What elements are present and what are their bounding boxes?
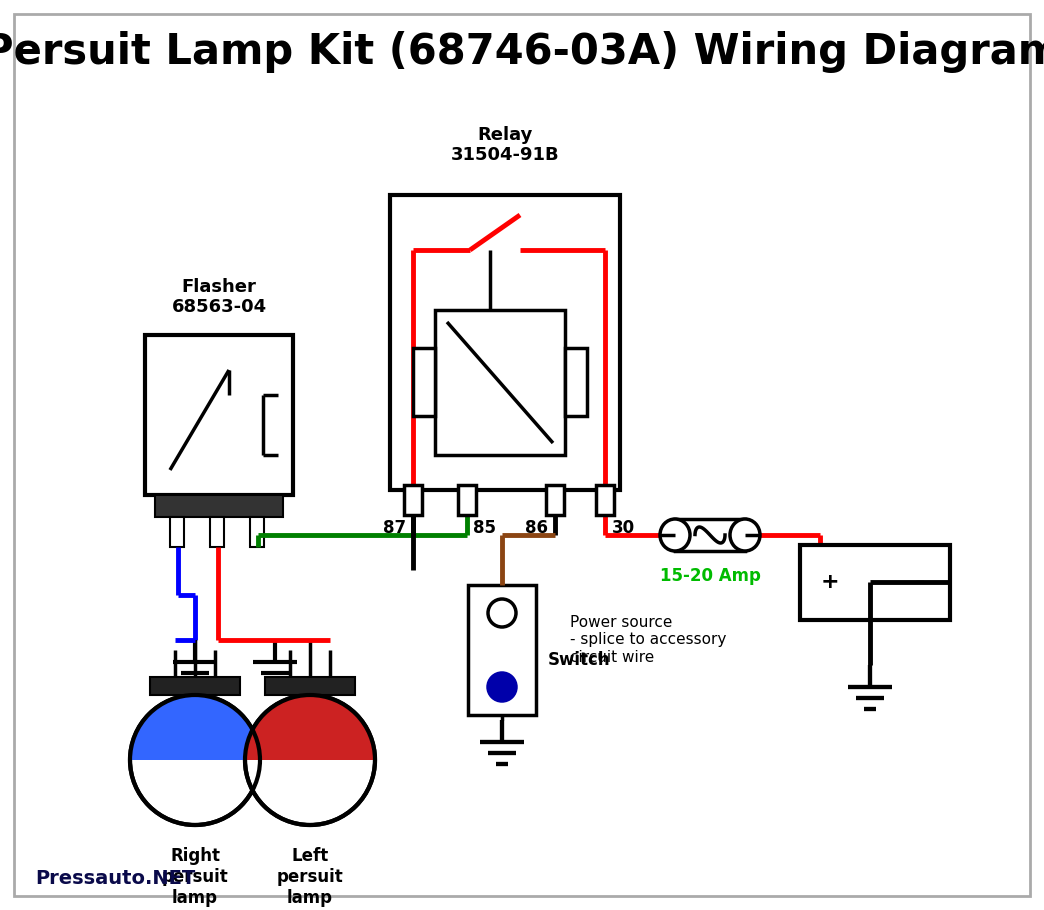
Text: +: + [821,572,839,592]
Bar [250,517,264,547]
Text: 30: 30 [612,519,635,537]
Bar [150,677,240,695]
Text: Relay
31504-91B: Relay 31504-91B [451,126,560,165]
Circle shape [130,695,260,825]
Bar [468,585,536,715]
Bar [435,310,565,455]
Ellipse shape [730,519,760,551]
Text: 85: 85 [474,519,497,537]
Text: Persuit Lamp Kit (68746-03A) Wiring Diagram: Persuit Lamp Kit (68746-03A) Wiring Diag… [0,31,1044,73]
Bar [675,519,745,551]
Bar [170,517,184,547]
Bar [800,545,950,620]
Ellipse shape [660,519,690,551]
Text: -: - [915,570,925,594]
Bar [413,348,435,416]
Circle shape [488,673,516,701]
Text: Switch: Switch [548,651,611,669]
Wedge shape [130,695,260,760]
Bar [145,335,293,495]
Text: Pressauto.NET: Pressauto.NET [35,868,195,887]
Text: 15-20 Amp: 15-20 Amp [660,567,760,585]
Bar [210,517,224,547]
Bar [565,348,587,416]
Bar [265,677,355,695]
Text: 87: 87 [383,519,406,537]
Text: 86: 86 [525,519,548,537]
Bar [390,195,620,490]
Text: Flasher
68563-04: Flasher 68563-04 [171,278,266,317]
Wedge shape [245,695,375,760]
Bar [546,485,564,515]
Text: Left
persuit
lamp: Left persuit lamp [277,847,343,906]
Bar [404,485,422,515]
Bar [155,495,283,517]
Bar [596,485,614,515]
Text: Right
persuit
lamp: Right persuit lamp [162,847,229,906]
Text: Power source
- splice to accessory
circuit wire: Power source - splice to accessory circu… [570,615,727,665]
Bar [458,485,476,515]
Circle shape [488,599,516,627]
Circle shape [245,695,375,825]
